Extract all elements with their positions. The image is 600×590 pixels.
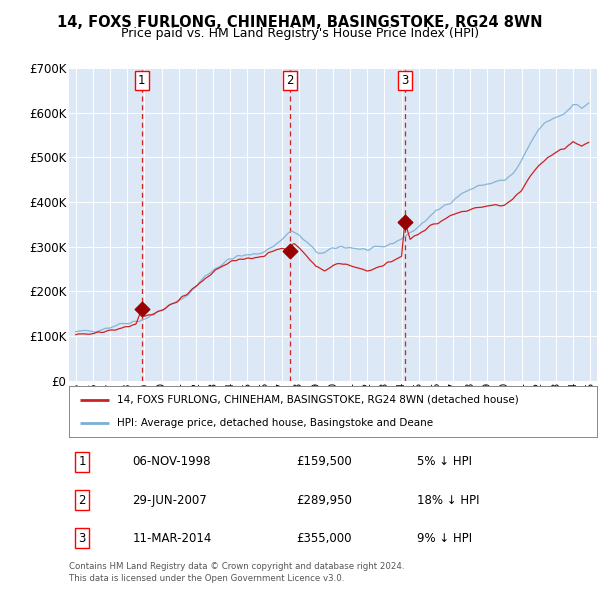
Point — [285, 246, 295, 255]
Text: 3: 3 — [401, 74, 409, 87]
Text: Contains HM Land Registry data © Crown copyright and database right 2024.: Contains HM Land Registry data © Crown c… — [69, 562, 404, 571]
Text: HPI: Average price, detached house, Basingstoke and Deane: HPI: Average price, detached house, Basi… — [116, 418, 433, 428]
Text: 3: 3 — [79, 532, 86, 545]
Text: Price paid vs. HM Land Registry's House Price Index (HPI): Price paid vs. HM Land Registry's House … — [121, 27, 479, 40]
Text: 14, FOXS FURLONG, CHINEHAM, BASINGSTOKE, RG24 8WN (detached house): 14, FOXS FURLONG, CHINEHAM, BASINGSTOKE,… — [116, 395, 518, 405]
Text: 1: 1 — [79, 455, 86, 468]
Text: 06-NOV-1998: 06-NOV-1998 — [133, 455, 211, 468]
Point — [400, 217, 410, 227]
Text: 2: 2 — [79, 493, 86, 507]
Text: 9% ↓ HPI: 9% ↓ HPI — [418, 532, 473, 545]
Text: 5% ↓ HPI: 5% ↓ HPI — [418, 455, 472, 468]
Text: 18% ↓ HPI: 18% ↓ HPI — [418, 493, 480, 507]
Text: 29-JUN-2007: 29-JUN-2007 — [133, 493, 207, 507]
Text: £289,950: £289,950 — [296, 493, 352, 507]
Text: £355,000: £355,000 — [296, 532, 352, 545]
Text: 2: 2 — [286, 74, 294, 87]
Text: 14, FOXS FURLONG, CHINEHAM, BASINGSTOKE, RG24 8WN: 14, FOXS FURLONG, CHINEHAM, BASINGSTOKE,… — [57, 15, 543, 30]
Text: 11-MAR-2014: 11-MAR-2014 — [133, 532, 212, 545]
Text: 1: 1 — [138, 74, 146, 87]
Text: This data is licensed under the Open Government Licence v3.0.: This data is licensed under the Open Gov… — [69, 574, 344, 583]
Point — [137, 304, 146, 314]
Text: £159,500: £159,500 — [296, 455, 352, 468]
